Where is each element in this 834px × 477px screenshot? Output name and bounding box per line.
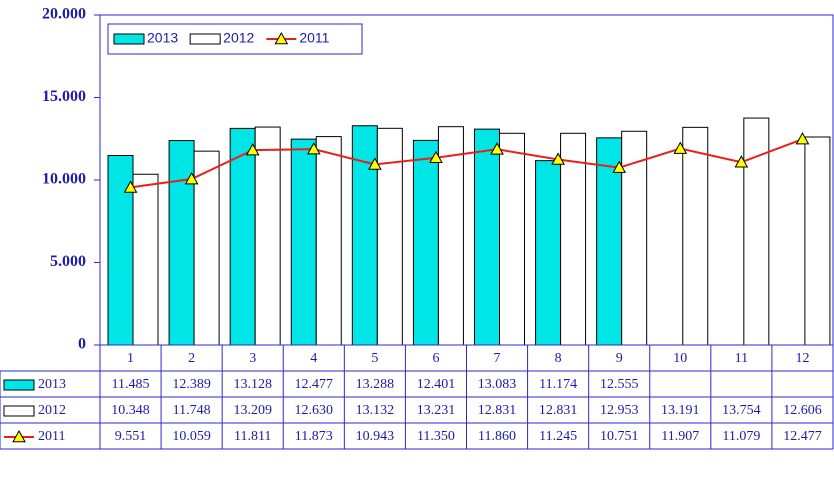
table-value: 12.401 [417,377,456,392]
line-marker [490,142,504,155]
table-value: 12.630 [295,403,334,418]
line-marker [184,171,199,185]
legend-key [3,405,35,417]
x-tick-label: 9 [616,351,623,366]
bar [229,127,256,346]
table-value: 10.751 [600,429,639,444]
table-value: 13.083 [478,377,517,392]
y-tick-label: 15.000 [42,88,86,105]
y-tick-label: 0 [78,336,86,353]
table-value: 10.943 [356,429,395,444]
legend-key [12,429,26,443]
bar [474,128,500,346]
line-marker [551,152,565,165]
x-tick-label: 8 [555,351,562,366]
table-value: 13.288 [356,377,395,392]
table-value: 13.754 [722,403,761,418]
line [130,138,803,189]
x-tick-label: 12 [795,351,809,366]
table-value: 11.079 [722,429,760,444]
table-value: 12.477 [295,377,334,392]
line-marker [123,180,138,193]
table-value: 13.128 [233,377,272,392]
bar [193,150,220,346]
line-marker [795,132,810,145]
bar [682,126,709,346]
y-tick-label: 5.000 [50,253,86,270]
bar [412,139,439,346]
table-value: 10.348 [111,403,150,418]
table-value: 13.191 [661,403,700,418]
y-tick-label: 10.000 [42,171,86,188]
legend-key [113,33,145,45]
table-value: 12.953 [600,403,639,418]
table-value: 13.132 [356,403,395,418]
x-tick-label: 11 [735,351,748,366]
x-tick-label: 2 [188,351,195,366]
bar [254,126,281,346]
table-value: 12.831 [539,403,578,418]
plot-area [99,14,834,346]
table-value: 12.555 [600,377,639,392]
table-value: 12.389 [172,377,211,392]
table-value: 11.873 [295,429,333,444]
bar [315,136,342,346]
table-value: 11.485 [112,377,150,392]
line-marker [673,141,688,154]
table-value: 13.231 [417,403,456,418]
table-value: 12.606 [783,403,822,418]
legend-key [274,31,289,45]
legend-key [3,379,35,391]
table-value: 12.477 [783,429,822,444]
x-tick-label: 7 [494,351,501,366]
table-value: 11.174 [539,377,577,392]
bar [535,160,562,346]
legend-label: 2012 [223,30,254,46]
x-tick-label: 5 [371,351,378,366]
table-value: 11.748 [173,403,211,418]
table-value: 11.860 [478,429,516,444]
table-value: 13.209 [233,403,272,418]
line-marker [306,142,321,155]
bar [132,173,159,346]
bar [804,136,831,346]
legend-label: 2013 [147,30,178,46]
line-marker [368,157,382,170]
line-marker [245,143,260,156]
x-tick-label: 4 [310,351,317,366]
bar [351,125,378,346]
table-value: 11.245 [539,429,577,444]
table-value: 11.907 [661,429,699,444]
row-label: 2011 [38,429,65,444]
legend-label: 2011 [299,30,329,46]
line-marker [429,150,443,164]
x-tick-label: 1 [127,351,134,366]
table-value: 12.831 [478,403,517,418]
row-label: 2013 [38,377,66,392]
bar [168,140,195,346]
table-value: 9.551 [115,429,147,444]
bar [499,132,525,346]
legend-key [189,33,221,45]
legend [107,23,363,55]
line-marker [612,160,627,173]
x-tick-label: 6 [432,351,439,366]
x-tick-label: 3 [249,351,256,366]
line-marker [734,155,749,168]
bar [621,130,648,346]
x-tick-label: 10 [673,351,687,366]
y-tick-label: 20.000 [42,6,86,23]
table-value: 10.059 [172,429,211,444]
bar [560,132,587,346]
row-label: 2012 [38,403,66,418]
bar [376,127,403,346]
bar [743,117,770,346]
bar [290,138,317,346]
bar [437,126,464,346]
table-value: 11.811 [234,429,271,444]
table-value: 11.350 [417,429,455,444]
